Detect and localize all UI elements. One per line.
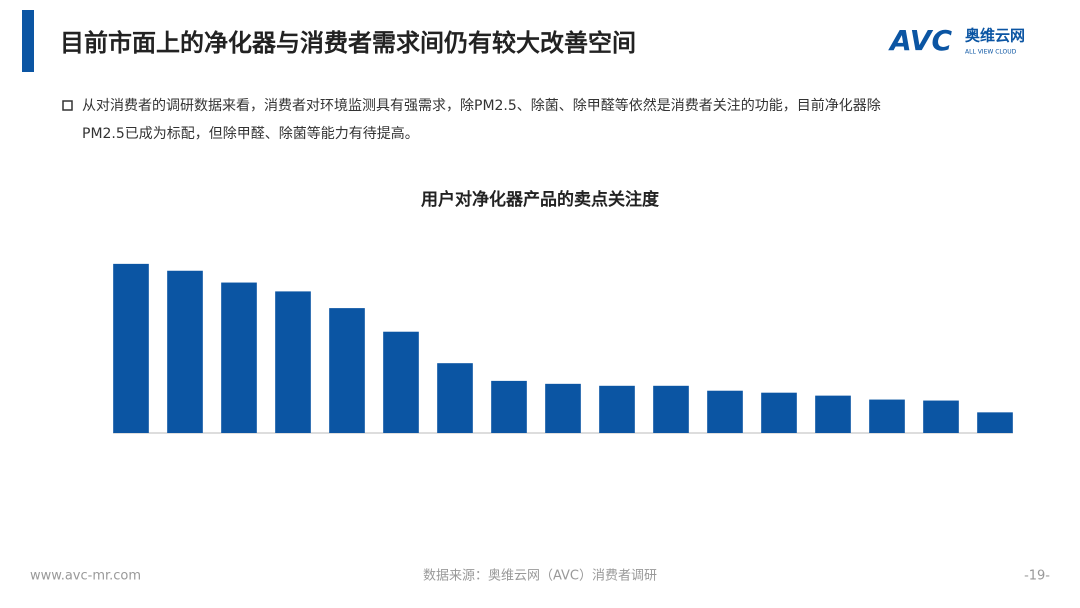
bar	[977, 412, 1013, 433]
brand-en: ALL VIEW CLOUD	[965, 49, 1017, 56]
header-accent	[22, 10, 34, 72]
bar	[545, 383, 581, 433]
footer-source: 数据来源：奥维云网（AVC）消费者调研	[423, 569, 657, 584]
bullet-marker	[62, 100, 73, 111]
bar	[599, 385, 635, 433]
slide-title: 目前市面上的净化器与消费者需求间仍有较大改善空间	[60, 29, 636, 57]
bar	[815, 395, 851, 433]
bullet-line: PM2.5已成为标配，但除甲醛、除菌等能力有待提高。	[82, 125, 419, 142]
brand: 奥维云网	[965, 27, 1025, 45]
chart-title: 用户对净化器产品的卖点关注度	[421, 189, 660, 210]
bar	[707, 390, 743, 433]
bar	[437, 363, 473, 433]
bar	[383, 331, 419, 433]
bar	[275, 291, 311, 433]
bar	[761, 392, 797, 433]
bar	[113, 263, 149, 433]
footer-url: www.avc-mr.com	[30, 569, 141, 584]
bar	[923, 400, 959, 433]
bar	[221, 282, 257, 433]
bar	[167, 270, 203, 433]
page-number: -19-	[1024, 569, 1050, 584]
bar	[329, 308, 365, 433]
bar	[869, 399, 905, 433]
bar	[491, 380, 527, 433]
bar	[653, 385, 689, 433]
logo: AVC	[888, 24, 952, 57]
bullet-line: 从对消费者的调研数据来看，消费者对环境监测具有强需求，除PM2.5、除菌、除甲醛…	[82, 97, 881, 114]
